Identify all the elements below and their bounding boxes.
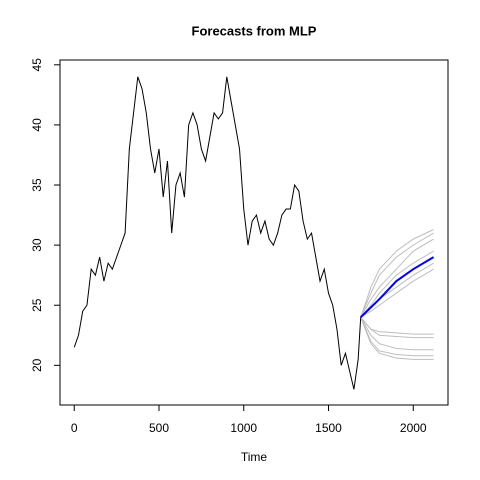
series-line [73, 76, 362, 390]
series-line [360, 250, 434, 318]
series-line [360, 317, 434, 360]
plot-box [59, 59, 449, 406]
series-line [360, 268, 434, 318]
x-tick-label: 1000 [230, 421, 257, 435]
y-tick-label: 30 [30, 238, 44, 252]
y-tick-label: 20 [30, 358, 44, 372]
y-tick-label: 45 [30, 58, 44, 72]
series-line [360, 317, 434, 351]
x-tick-label: 1500 [315, 421, 342, 435]
x-tick-label: 500 [149, 421, 169, 435]
series-line [360, 262, 434, 318]
y-tick-label: 35 [30, 178, 44, 192]
series-line [360, 229, 434, 318]
y-tick-label: 40 [30, 118, 44, 132]
series-line [360, 256, 435, 318]
series-line [360, 316, 434, 339]
y-tick-label: 25 [30, 298, 44, 312]
series-line [360, 316, 434, 335]
x-axis-label: Time [241, 450, 268, 464]
series-line [360, 232, 434, 318]
series-line [360, 317, 434, 357]
series-line [360, 238, 434, 318]
x-tick-label: 0 [71, 421, 78, 435]
chart-title: Forecasts from MLP [192, 23, 317, 38]
x-tick-label: 2000 [400, 421, 427, 435]
